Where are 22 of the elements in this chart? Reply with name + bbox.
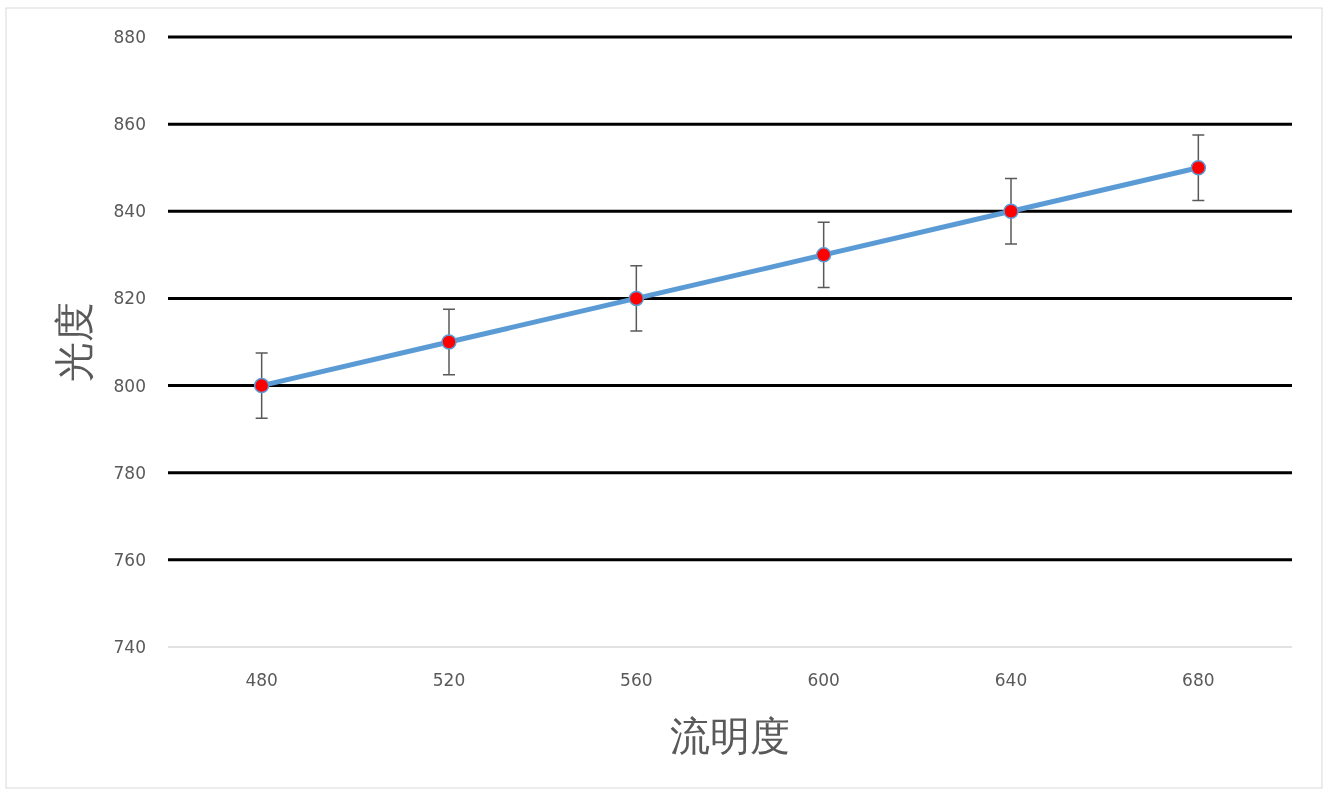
x-tick-label: 560 (620, 670, 653, 690)
y-tick-label: 860 (113, 114, 146, 135)
x-tick-label: 520 (432, 670, 466, 690)
y-tick-label: 800 (113, 375, 146, 396)
point (1190, 159, 1207, 176)
y-tick-label: 740 (113, 637, 146, 657)
point (1003, 203, 1019, 220)
y-tick-label: 840 (113, 201, 146, 222)
x-tick-label: 680 (1182, 670, 1215, 690)
point (628, 290, 645, 307)
x-axis-title: 流明度 (670, 713, 790, 759)
y-tick-label: 780 (113, 462, 146, 483)
x-tick-label: 480 (245, 670, 278, 690)
x-tick-label: 640 (994, 670, 1028, 690)
y-tick-label: 880 (113, 27, 146, 47)
point (253, 377, 270, 394)
y-axis-title: 光度 (51, 302, 97, 382)
y-tick-label: 760 (113, 549, 146, 570)
point (441, 334, 457, 350)
x-tick-label: 600 (807, 670, 840, 690)
point (815, 247, 832, 263)
y-tick-label: 820 (113, 288, 146, 309)
